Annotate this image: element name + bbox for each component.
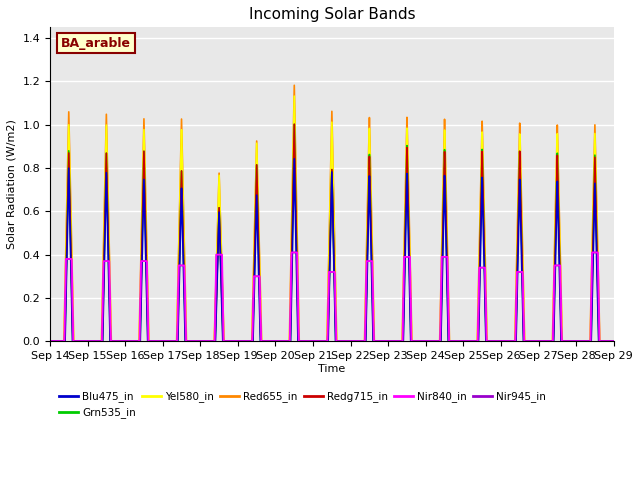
X-axis label: Time: Time bbox=[318, 364, 346, 374]
Y-axis label: Solar Radiation (W/m2): Solar Radiation (W/m2) bbox=[7, 120, 17, 249]
Legend: Blu475_in, Grn535_in, Yel580_in, Red655_in, Redg715_in, Nir840_in, Nir945_in: Blu475_in, Grn535_in, Yel580_in, Red655_… bbox=[55, 387, 550, 422]
Title: Incoming Solar Bands: Incoming Solar Bands bbox=[248, 7, 415, 22]
Text: BA_arable: BA_arable bbox=[61, 36, 131, 50]
